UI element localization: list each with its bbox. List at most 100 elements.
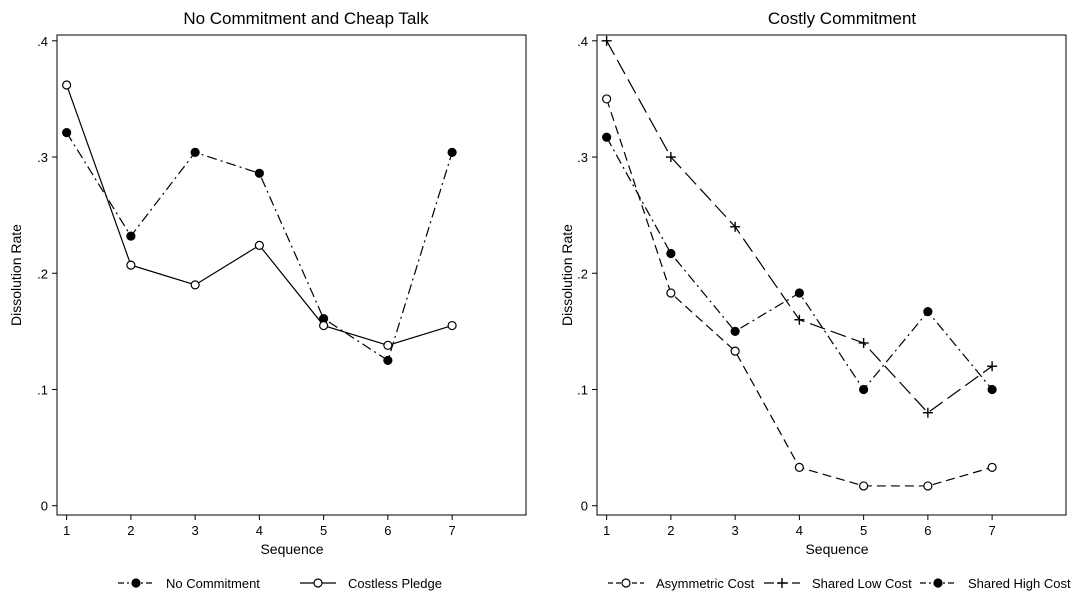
data-point [794,314,805,325]
legend-item: Costless Pledge [300,576,442,591]
data-point [190,147,200,157]
y-tick-label: .2 [37,266,48,281]
legend-label: Shared High Cost [968,576,1071,591]
data-point [666,248,676,259]
data-point [923,307,933,317]
data-point [602,94,612,104]
x-axis: 1 2 3 4 5 6 7 [63,515,456,538]
x-axis-label: Sequence [805,541,868,557]
legend-item: Shared High Cost [920,576,1071,591]
data-point [987,462,997,472]
x-tick-label: 1 [603,523,610,538]
data-point [859,481,869,491]
legend: Asymmetric Cost Shared Low Cost Shared Hig… [608,576,1071,591]
data-point [254,240,264,250]
x-tick-label: 7 [448,523,455,538]
legend-label: Shared Low Cost [812,576,912,591]
series-no-commitment [62,128,457,366]
data-point [601,35,612,46]
data-point [383,340,393,350]
legend-marker [621,578,631,588]
x-axis: 1 2 3 4 5 6 7 [603,515,996,538]
data-point [62,80,72,90]
y-tick-label: .3 [577,150,588,165]
data-point [730,326,740,336]
y-tick-label: .4 [37,34,48,49]
legend-marker [933,578,943,588]
plot-frame [596,34,1067,516]
x-axis-label: Sequence [260,541,323,557]
series-line [606,136,993,391]
series-costless-pledge [62,80,457,350]
panel-no-commitment: No Commitment and Cheap Talk Dissolution… [8,9,527,591]
panel-costly-commitment: Costly Commitment Dissolution Rate Seque… [559,9,1071,591]
series-asymmetric-cost [602,94,997,491]
x-tick-label: 4 [796,523,803,538]
x-tick-label: 6 [384,523,391,538]
legend-marker [313,578,323,588]
x-tick-label: 3 [732,523,739,538]
x-tick-label: 6 [924,523,931,538]
legend-item: No Commitment [118,576,260,591]
chart-title: Costly Commitment [768,9,917,28]
x-tick-label: 4 [256,523,263,538]
x-tick-label: 2 [667,523,674,538]
y-tick-label: .4 [577,34,588,49]
y-tick-label: .1 [37,382,48,397]
x-tick-label: 3 [192,523,199,538]
legend-label: Asymmetric Cost [656,576,755,591]
y-tick-label: 0 [581,499,588,514]
series-shared-low-cost [601,35,998,418]
x-tick-label: 5 [860,523,867,538]
data-point [923,481,933,491]
legend-label: No Commitment [166,576,260,591]
series-layer [62,80,457,366]
data-point [447,320,457,331]
legend: No Commitment Costless Pledge [118,576,442,591]
y-tick-label: .3 [37,150,48,165]
legend-label: Costless Pledge [348,576,442,591]
y-axis: 0 .1 .2 .3 .4 [37,34,57,514]
legend-item: Asymmetric Cost [608,576,755,591]
x-tick-label: 1 [63,523,70,538]
legend-marker [131,578,141,588]
data-point [730,221,741,232]
data-point [602,132,612,142]
data-point [665,152,676,163]
series-line [66,84,453,346]
series-layer [601,35,998,491]
y-axis-label: Dissolution Rate [8,224,24,326]
chart-title: No Commitment and Cheap Talk [183,9,429,28]
data-point [383,355,393,366]
y-tick-label: .2 [577,266,588,281]
x-tick-label: 2 [127,523,134,538]
y-tick-label: 0 [41,499,48,514]
data-point [666,288,676,298]
data-point [126,231,136,241]
data-point [730,346,740,356]
plot-frame [56,34,527,516]
legend-marker [777,578,787,588]
series-line [606,40,993,414]
x-tick-label: 7 [988,523,995,538]
y-tick-label: .1 [577,382,588,397]
data-point [319,320,329,331]
data-point [126,260,136,270]
data-point [922,407,933,418]
x-tick-label: 5 [320,523,327,538]
data-point [190,280,200,290]
data-point [858,337,869,348]
data-point [794,288,804,298]
legend-item: Shared Low Cost [764,576,912,591]
data-point [447,147,457,157]
y-axis: 0 .1 .2 .3 .4 [577,34,597,514]
data-point [794,462,804,472]
data-point [62,128,72,138]
data-point [859,384,869,395]
data-point [254,168,264,178]
y-axis-label: Dissolution Rate [559,224,575,326]
data-point [987,384,997,395]
series-shared-high-cost [602,132,997,395]
data-point [987,361,998,372]
